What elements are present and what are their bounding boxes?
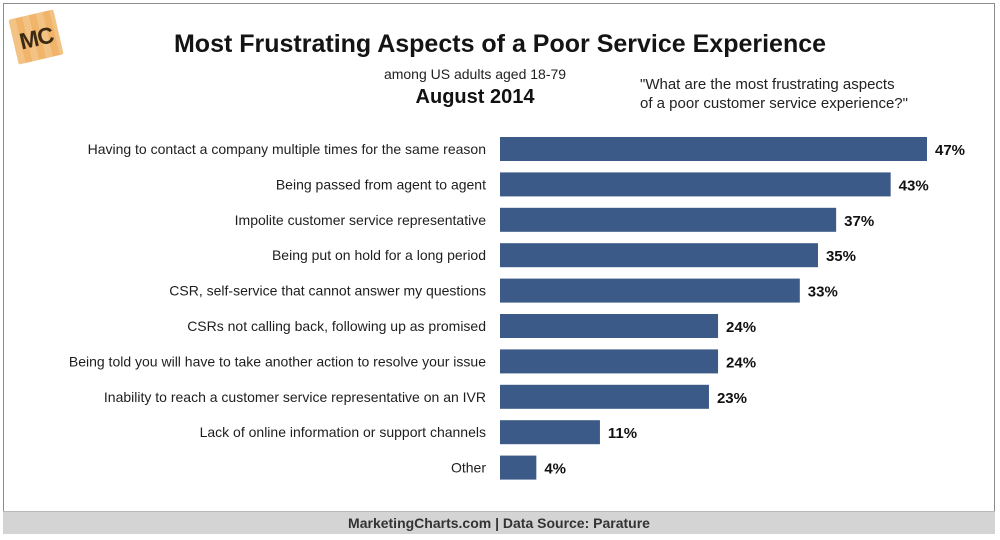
bar-9 <box>500 455 537 480</box>
category-label-6: Being told you will have to take another… <box>69 353 486 369</box>
category-label-4: CSR, self-service that cannot answer my … <box>169 283 486 299</box>
category-label-9: Other <box>451 460 486 476</box>
category-label-0: Having to contact a company multiple tim… <box>88 141 486 157</box>
value-label-6: 24% <box>726 354 756 371</box>
value-label-0: 47% <box>935 142 965 159</box>
survey-question: "What are the most frustrating aspects o… <box>640 75 960 113</box>
chart-date: August 2014 <box>415 86 535 108</box>
survey-question-line-2: of a poor customer service experience?" <box>640 95 908 112</box>
bar-5 <box>500 314 719 338</box>
value-label-7: 23% <box>717 390 747 407</box>
value-label-4: 33% <box>808 284 838 301</box>
value-label-1: 43% <box>899 177 929 194</box>
value-label-9: 4% <box>544 461 566 478</box>
category-label-2: Impolite customer service representative <box>235 212 487 228</box>
category-label-1: Being passed from agent to agent <box>276 176 486 192</box>
bar-7 <box>500 384 709 409</box>
chart-title: Most Frustrating Aspects of a Poor Servi… <box>173 30 827 58</box>
value-label-5: 24% <box>726 319 756 336</box>
bar-1 <box>500 172 891 197</box>
value-label-3: 35% <box>826 248 856 265</box>
bar-0 <box>500 137 927 161</box>
bar-3 <box>500 243 818 268</box>
value-label-2: 37% <box>844 213 874 230</box>
survey-question-line-1: "What are the most frustrating aspects <box>640 76 895 93</box>
category-label-7: Inability to reach a customer service re… <box>104 389 486 405</box>
bar-8 <box>500 420 600 445</box>
bar-4 <box>500 278 800 303</box>
chart-subtitle: among US adults aged 18-79 <box>383 66 567 82</box>
category-label-5: CSRs not calling back, following up as p… <box>187 318 486 334</box>
bar-6 <box>500 349 719 374</box>
bar-2 <box>500 207 837 232</box>
category-label-8: Lack of online information or support ch… <box>200 424 486 440</box>
category-label-3: Being put on hold for a long period <box>272 247 486 263</box>
chart-frame <box>3 3 995 534</box>
value-label-8: 11% <box>608 425 637 442</box>
footer-source: MarketingCharts.com | Data Source: Parat… <box>3 511 995 534</box>
